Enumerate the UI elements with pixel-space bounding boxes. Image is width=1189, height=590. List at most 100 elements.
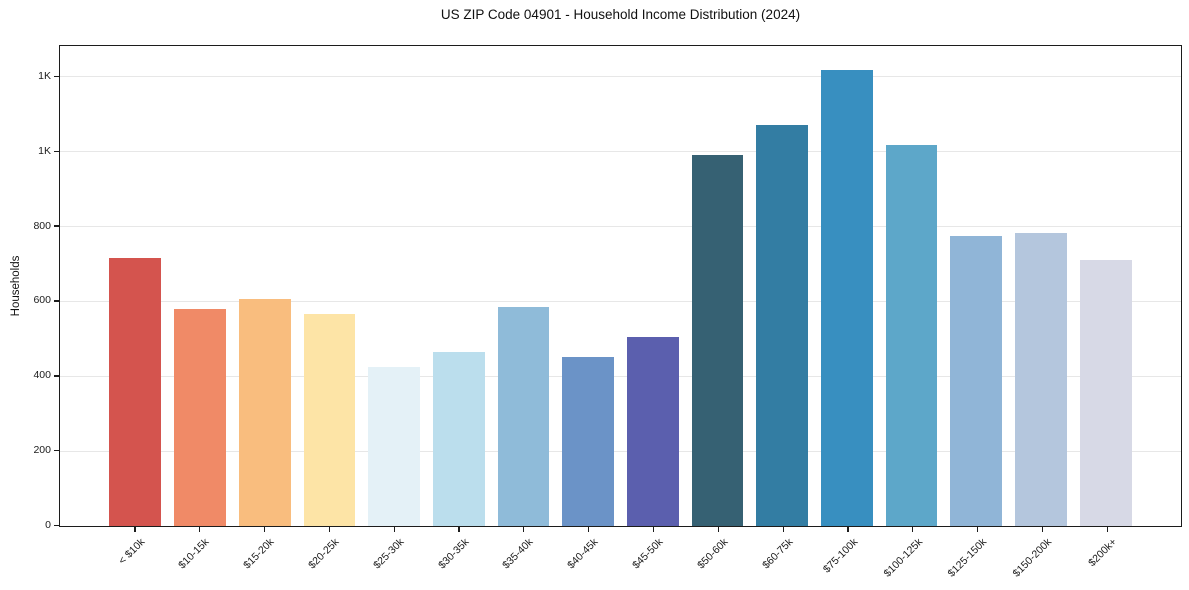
bar [109, 257, 162, 526]
x-tick-mark [912, 527, 914, 532]
x-tick-mark [134, 527, 136, 532]
bar [238, 299, 291, 526]
bar [821, 70, 873, 526]
x-tick-label: $200k+ [1086, 536, 1120, 570]
bar-slot [556, 46, 621, 526]
gridline [60, 376, 1181, 377]
x-axis-cell: $100-125k [880, 527, 945, 589]
bar [368, 366, 420, 526]
bar-slot [426, 46, 491, 526]
x-tick-mark [652, 527, 655, 532]
x-tick-mark [1041, 527, 1043, 532]
bar [1079, 259, 1132, 526]
x-tick-label: $125-150k [945, 536, 990, 580]
bar-slot [750, 46, 815, 526]
bar-slot [232, 46, 297, 526]
chart-title: US ZIP Code 04901 - Household Income Dis… [440, 7, 801, 22]
x-tick-label: $25-30k [370, 536, 407, 572]
y-tick-label: 400 [33, 369, 51, 382]
bar [174, 308, 226, 526]
bar-series [60, 46, 1181, 526]
x-tick-label: $50-60k [694, 536, 731, 572]
x-tick-label: $45-50k [630, 536, 666, 572]
bar-slot [297, 46, 362, 526]
bar [562, 357, 615, 526]
y-axis-label: Households [10, 255, 22, 317]
x-tick-label: $10-15k [176, 536, 212, 572]
y-tick-mark [54, 300, 59, 302]
x-tick-mark [588, 527, 590, 532]
x-tick-label: $30-35k [435, 536, 471, 572]
y-tick-mark [54, 150, 59, 152]
x-axis-cell: $125-150k [945, 527, 1010, 589]
y-tick-mark [54, 375, 59, 377]
x-tick-mark [717, 527, 719, 532]
bar [756, 124, 809, 526]
bar [950, 236, 1003, 526]
y-tick-label: 1K [38, 69, 51, 82]
bar [497, 306, 550, 526]
x-axis-cell: $50-60k [685, 527, 750, 589]
x-axis-cell: $30-35k [426, 527, 491, 589]
y-tick-label: 200 [33, 444, 51, 457]
bar [626, 336, 679, 526]
x-axis-cell: $45-50k [621, 527, 686, 589]
x-axis-cell: $60-75k [750, 527, 815, 589]
x-tick-mark [393, 527, 395, 532]
plot-area [59, 45, 1182, 527]
bar [1015, 233, 1067, 526]
y-tick-mark [54, 525, 59, 527]
x-axis-cell: $10-15k [167, 527, 232, 589]
bar-slot [879, 46, 944, 526]
x-axis-cell: $150-200k [1009, 527, 1074, 589]
y-tick-mark [54, 450, 59, 452]
x-axis-cell: $75-100k [815, 527, 880, 589]
x-tick-mark [328, 527, 331, 532]
bar-slot [491, 46, 556, 526]
x-tick-mark [847, 527, 849, 532]
x-tick-mark [976, 527, 979, 532]
x-axis-cell: $40-45k [556, 527, 621, 589]
gridline [60, 301, 1181, 302]
x-tick-mark [1106, 527, 1108, 532]
y-tick-label: 800 [33, 219, 51, 232]
x-tick-label: $15-20k [241, 536, 277, 572]
x-axis-cell: $35-40k [491, 527, 556, 589]
y-tick-mark [54, 225, 59, 227]
bar-slot [1009, 46, 1074, 526]
bar [432, 351, 485, 526]
x-tick-mark [782, 527, 784, 532]
bar-slot [621, 46, 686, 526]
bar-slot [685, 46, 750, 526]
x-tick-mark [199, 527, 201, 532]
x-tick-label: $150-200k [1010, 536, 1055, 580]
x-axis-cell: $20-25k [296, 527, 361, 589]
bar [885, 145, 938, 526]
bar [303, 314, 356, 526]
bar [691, 154, 744, 526]
gridline [60, 76, 1181, 77]
bar-slot [103, 46, 168, 526]
bar-slot [944, 46, 1009, 526]
bar-slot [815, 46, 880, 526]
x-tick-label: $60-75k [759, 536, 796, 572]
bar-slot [1073, 46, 1138, 526]
x-tick-label: < $10k [115, 536, 147, 567]
x-axis-cell: < $10k [102, 527, 167, 589]
gridline [60, 151, 1181, 152]
x-axis-cell: $15-20k [232, 527, 297, 589]
bar-slot [362, 46, 427, 526]
x-tick-mark [523, 527, 525, 532]
x-axis-cell: $25-30k [361, 527, 426, 589]
y-tick-label: 1K [38, 144, 51, 157]
x-tick-mark [264, 527, 266, 532]
x-tick-label: $100-125k [881, 536, 925, 580]
y-tick-label: 0 [45, 519, 51, 532]
x-tick-label: $75-100k [820, 536, 860, 576]
x-tick-mark [458, 527, 460, 532]
bar-slot [168, 46, 233, 526]
x-axis-cell: $200k+ [1074, 527, 1139, 589]
gridline [60, 451, 1181, 452]
x-tick-label: $20-25k [306, 536, 342, 572]
